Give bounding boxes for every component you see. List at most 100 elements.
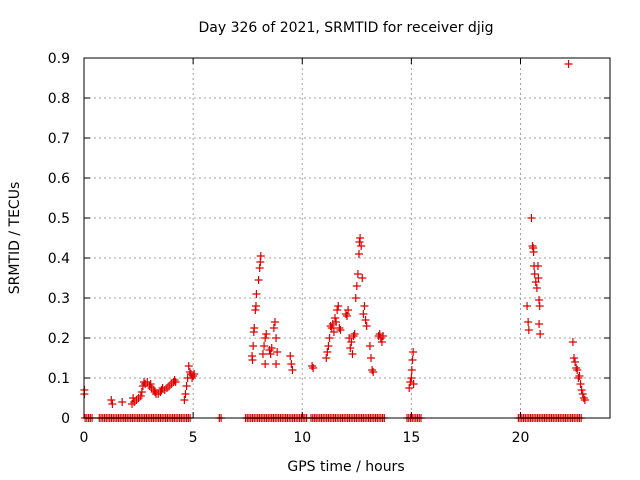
data-point: [575, 372, 584, 380]
data-point: [137, 388, 146, 396]
data-point: [330, 314, 339, 322]
data-point: [376, 334, 385, 342]
data-point: [336, 326, 345, 334]
data-point: [577, 386, 586, 394]
y-tick-label: 0.1: [48, 371, 70, 387]
y-tick-label: 0.8: [48, 91, 70, 107]
data-point: [332, 318, 341, 326]
grid-lines: [84, 57, 610, 418]
data-point: [368, 366, 377, 374]
data-point: [185, 368, 194, 376]
x-axis-title: GPS time / hours: [287, 459, 404, 475]
data-point: [527, 214, 536, 222]
data-point: [407, 374, 416, 382]
data-point: [323, 348, 332, 356]
data-point: [365, 342, 374, 350]
data-point: [261, 360, 270, 368]
data-point: [188, 374, 197, 382]
data-point: [286, 352, 295, 360]
data-point: [146, 380, 155, 388]
data-point: [325, 334, 334, 342]
data-point: [358, 274, 367, 282]
data-point: [341, 310, 350, 318]
x-tick-label: 10: [293, 430, 311, 446]
data-point: [533, 262, 542, 270]
data-point: [571, 358, 580, 366]
data-point: [574, 374, 583, 382]
data-point: [260, 342, 269, 350]
data-point: [184, 362, 193, 370]
data-point: [569, 354, 578, 362]
y-tick-label: 0.3: [48, 291, 70, 307]
data-point: [359, 310, 368, 318]
data-point: [328, 320, 337, 328]
data-point: [252, 290, 261, 298]
data-point: [335, 324, 344, 332]
data-point: [250, 324, 259, 332]
data-point: [107, 396, 116, 404]
data-point: [353, 270, 362, 278]
x-tick-label: 5: [189, 430, 198, 446]
data-point: [523, 302, 532, 310]
data-point: [528, 242, 537, 250]
data-point: [266, 350, 275, 358]
data-point: [352, 282, 361, 290]
data-point: [524, 326, 533, 334]
data-point: [564, 60, 573, 68]
data-point: [361, 316, 370, 324]
data-point: [579, 394, 588, 402]
data-point: [272, 360, 281, 368]
data-point: [251, 306, 260, 314]
data-point: [261, 334, 270, 342]
plot-frame: [83, 57, 611, 419]
y-axis-title: SRMTID / TECUs: [7, 182, 23, 295]
data-point: [156, 388, 165, 396]
data-point: [171, 378, 180, 386]
data-point: [345, 334, 354, 342]
y-tick-label: 0.6: [48, 171, 70, 187]
data-point: [265, 346, 274, 354]
data-point: [360, 302, 369, 310]
data-point: [273, 348, 282, 356]
data-point: [162, 384, 171, 392]
data-point: [572, 364, 581, 372]
x-tick-label: 0: [80, 430, 89, 446]
data-point: [349, 332, 358, 340]
data-point: [324, 342, 333, 350]
chart-title: Day 326 of 2021, SRMTID for receiver dji…: [199, 20, 494, 36]
data-point: [333, 306, 342, 314]
data-point: [408, 356, 417, 364]
data-point: [190, 370, 199, 378]
data-point: [329, 328, 338, 336]
data-point: [576, 380, 585, 388]
data-point: [356, 234, 365, 242]
data-point: [118, 398, 127, 406]
y-tick-label: 0.2: [48, 331, 70, 347]
data-point: [258, 350, 267, 358]
data-point: [128, 400, 137, 408]
data-point: [270, 318, 279, 326]
data-point: [108, 400, 117, 408]
data-point: [355, 238, 364, 246]
data-point: [535, 302, 544, 310]
data-point: [535, 320, 544, 328]
data-point: [327, 324, 336, 332]
data-point: [251, 302, 260, 310]
data-point: [530, 270, 539, 278]
data-point: [405, 384, 414, 392]
data-point: [351, 294, 360, 302]
data-point: [529, 248, 538, 256]
data-point: [343, 312, 351, 320]
data-point: [532, 284, 541, 292]
data-point: [255, 264, 264, 272]
data-point: [407, 366, 416, 374]
data-point: [288, 366, 297, 374]
y-tick-label: 0.4: [48, 251, 70, 267]
y-tick-label: 0: [61, 411, 70, 427]
data-point: [248, 356, 257, 364]
data-point: [350, 330, 359, 338]
data-point: [344, 306, 353, 314]
data-point: [267, 344, 276, 352]
data-point: [181, 390, 190, 398]
